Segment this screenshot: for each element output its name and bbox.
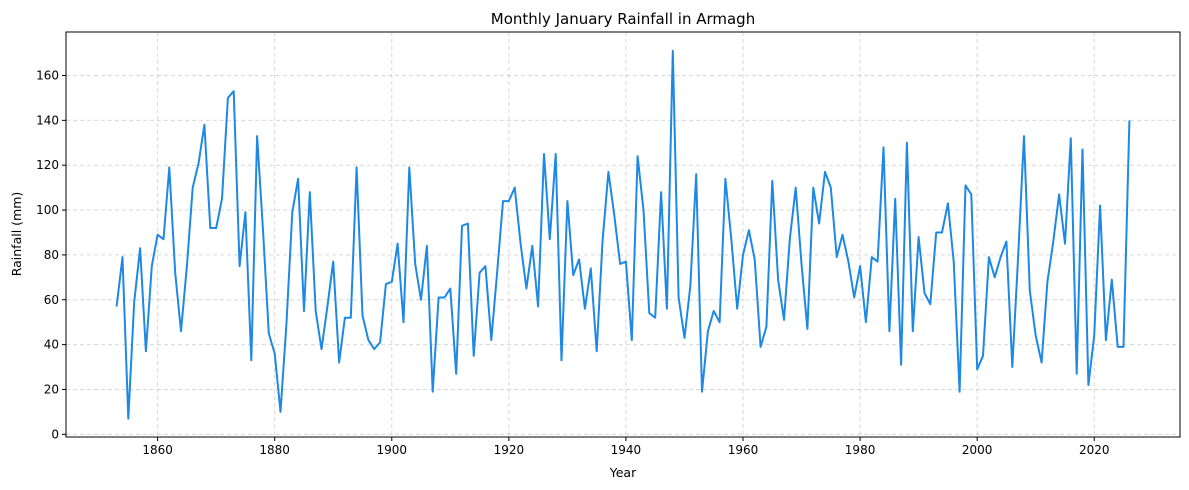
rainfall-series-line: [115, 49, 1131, 420]
y-tick-label: 60: [44, 293, 59, 307]
y-tick-label: 20: [44, 382, 59, 396]
chart-title: Monthly January Rainfall in Armagh: [491, 10, 755, 28]
y-tick-label: 100: [36, 203, 59, 217]
x-axis-label: Year: [609, 465, 637, 480]
x-tick-label: 2020: [1079, 443, 1110, 457]
x-tick-label: 1940: [611, 443, 642, 457]
x-tick-label: 1860: [142, 443, 173, 457]
axis-ticks: 1860 1880 1900 1920 1940 1960 1980 2000 2020 0 20 4…: [36, 69, 1109, 457]
y-tick-label: 80: [44, 248, 59, 262]
y-tick-label: 40: [44, 338, 59, 352]
x-tick-label: 1920: [494, 443, 525, 457]
plot-frame: [65, 31, 1181, 438]
x-tick-label: 1900: [376, 443, 407, 457]
y-axis-label: Rainfall (mm): [9, 192, 24, 277]
y-tick-label: 140: [36, 113, 59, 127]
x-tick-label: 2000: [962, 443, 993, 457]
x-tick-label: 1960: [728, 443, 759, 457]
y-tick-label: 160: [36, 69, 59, 83]
x-tick-label: 1980: [845, 443, 876, 457]
y-tick-label: 120: [36, 158, 59, 172]
y-tick-label: 0: [51, 427, 59, 441]
x-tick-label: 1880: [259, 443, 290, 457]
